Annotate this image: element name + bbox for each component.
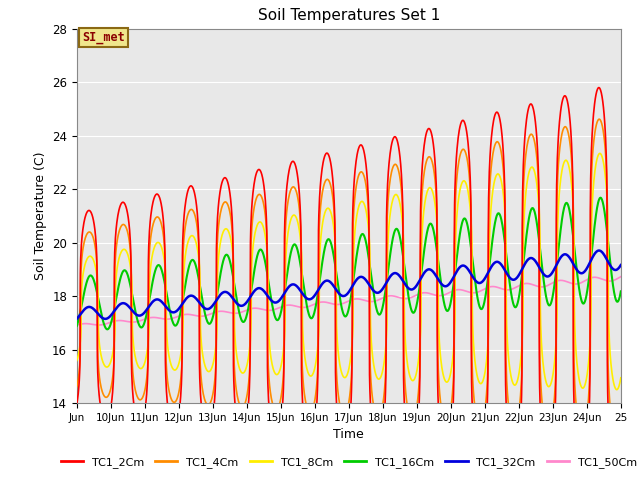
Title: Soil Temperatures Set 1: Soil Temperatures Set 1 — [258, 9, 440, 24]
Y-axis label: Soil Temperature (C): Soil Temperature (C) — [33, 152, 47, 280]
Legend: TC1_2Cm, TC1_4Cm, TC1_8Cm, TC1_16Cm, TC1_32Cm, TC1_50Cm: TC1_2Cm, TC1_4Cm, TC1_8Cm, TC1_16Cm, TC1… — [56, 453, 640, 472]
Text: SI_met: SI_met — [82, 31, 125, 44]
X-axis label: Time: Time — [333, 429, 364, 442]
